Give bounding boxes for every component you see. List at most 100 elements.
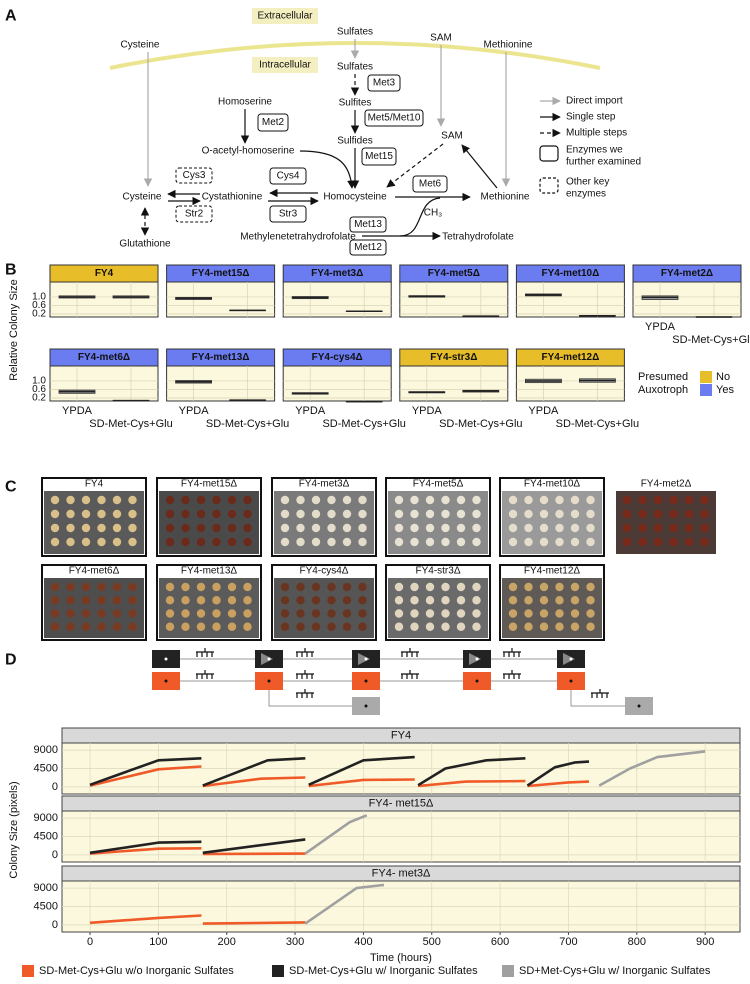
colony (66, 495, 75, 505)
enzyme-box (349, 216, 387, 233)
colony (570, 622, 580, 631)
plate-label: FY4-met6Δ (69, 566, 120, 577)
colony (586, 523, 595, 533)
colony (358, 609, 367, 618)
colony (622, 509, 632, 519)
colony (50, 523, 60, 533)
legend-label: SD-Met-Cys+Glu w/ Inorganic Sulfates (289, 965, 478, 977)
colony (700, 537, 709, 547)
enzyme-label: Str2 (185, 209, 204, 220)
colony (243, 523, 252, 533)
colony (700, 495, 709, 505)
metabolite: Methionine (481, 192, 530, 203)
colony (81, 537, 91, 547)
colony (280, 523, 290, 533)
colony (311, 622, 321, 631)
legend-label: SD-Met-Cys+Glu w/o Inorganic Sulfates (39, 965, 234, 977)
colony (311, 596, 321, 605)
colony (196, 537, 206, 547)
colony (441, 537, 450, 547)
colony (555, 509, 564, 519)
compartment-box (252, 8, 318, 24)
colony (296, 537, 305, 547)
colony (441, 509, 450, 519)
colony (472, 523, 481, 533)
colony (539, 523, 549, 533)
colony (472, 495, 481, 505)
colony (394, 537, 404, 547)
colony (243, 537, 252, 547)
arrow (299, 150, 356, 189)
colony (112, 495, 122, 505)
colony (456, 582, 466, 592)
facet-title: FY4-met15Δ (192, 268, 250, 279)
colony (112, 622, 122, 631)
colony (50, 622, 60, 631)
x-tick-label: 0 (87, 936, 93, 948)
colony (212, 609, 221, 618)
colony (212, 523, 221, 533)
y-tick-label: 4500 (34, 763, 58, 775)
legend-box (539, 177, 559, 194)
enzyme-label: Met13 (354, 219, 382, 230)
x-tick-label: 100 (149, 936, 167, 948)
dot (164, 657, 168, 661)
colony (472, 582, 481, 592)
colony (212, 582, 221, 592)
colony (280, 622, 290, 631)
series-line (89, 838, 306, 855)
colony (425, 523, 435, 533)
colony (358, 622, 367, 631)
colony (112, 596, 122, 605)
facet-title: FY4-met10Δ (542, 268, 600, 279)
y-tick-label: 4500 (34, 901, 58, 913)
colony (296, 609, 305, 618)
enzyme-label: Met12 (354, 242, 382, 253)
colony (181, 596, 190, 605)
colony (66, 523, 75, 533)
colony (358, 537, 367, 547)
series-line (304, 883, 385, 925)
colony (97, 509, 106, 519)
colony (243, 622, 252, 631)
x-tick-label: SD-Met-Cys+Glu (206, 418, 289, 430)
colony (50, 596, 60, 605)
y-tick-label: 0.2 (32, 309, 46, 320)
enzyme-box (364, 109, 424, 127)
pin-tool (296, 670, 314, 679)
colony (508, 596, 518, 605)
colony (128, 495, 137, 505)
panel-label: A (5, 8, 17, 25)
colony (327, 582, 336, 592)
colony (638, 509, 647, 519)
metabolite: Glutathione (119, 239, 171, 250)
colony (212, 596, 221, 605)
plate-image (388, 578, 488, 638)
facet-title: FY4-str3Δ (430, 352, 477, 363)
colony (394, 509, 404, 519)
plate-image (274, 578, 374, 638)
colony (50, 609, 60, 618)
pin-tool (401, 670, 419, 679)
colony (539, 582, 549, 592)
colony (358, 582, 367, 592)
dot (364, 657, 368, 661)
colony (410, 582, 419, 592)
plate-label: FY4-met10Δ (524, 479, 580, 490)
colony (227, 509, 237, 519)
series-line (598, 750, 706, 787)
colony (327, 495, 336, 505)
legend-label: Other key (566, 177, 609, 188)
colony (243, 609, 252, 618)
colony (81, 596, 91, 605)
facet-title: FY4- met3Δ (372, 868, 431, 880)
legend-swatch (502, 965, 514, 977)
y-tick-label: 0 (52, 849, 58, 861)
colony (181, 582, 190, 592)
arrow (461, 144, 498, 189)
pin-tool (503, 648, 521, 657)
enzyme-box (175, 167, 213, 184)
colony (539, 509, 549, 519)
colony (555, 596, 564, 605)
colony (327, 523, 336, 533)
